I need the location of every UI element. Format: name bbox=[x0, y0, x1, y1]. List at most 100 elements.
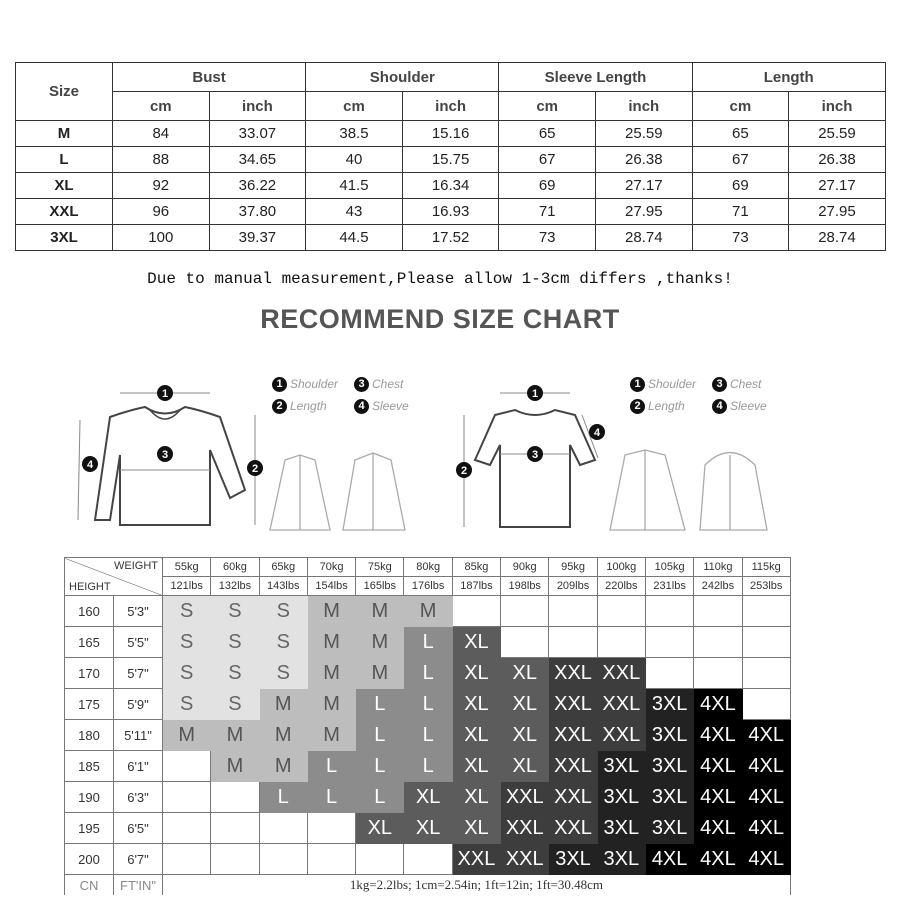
weight-kg-header: 115kg bbox=[741, 557, 791, 577]
weight-lbs-header: 165lbs bbox=[355, 576, 405, 596]
weight-lbs-header: 154lbs bbox=[306, 576, 357, 596]
value-cell: 65 bbox=[498, 120, 596, 147]
size-cell: XXL bbox=[451, 843, 502, 875]
unit-header: inch bbox=[401, 91, 500, 121]
grid-row: 200 6'7" XXL XXL 3XL 3XL 4XL 4XL 4XL bbox=[64, 843, 791, 875]
value-cell: 44.5 bbox=[305, 224, 403, 251]
size-cell: 4XL bbox=[741, 781, 791, 813]
svg-text:2: 2 bbox=[461, 465, 467, 477]
weight-kg-header: 100kg bbox=[596, 557, 646, 577]
weight-lbs-header: 176lbs bbox=[403, 576, 453, 596]
legend-tshirt: 1 Shoulder 3 Chest 2 Length 4 Sleeve bbox=[630, 373, 810, 417]
height-cm: 195 bbox=[64, 812, 114, 844]
size-cell: XXL bbox=[548, 750, 598, 782]
size-cell: XL bbox=[451, 719, 502, 751]
size-cell: S bbox=[258, 626, 308, 658]
weight-kg-header: 80kg bbox=[403, 557, 453, 577]
grid-row: 165 5'5" S S S M M L XL bbox=[64, 626, 791, 658]
size-cell bbox=[451, 595, 502, 627]
size-cell bbox=[644, 657, 695, 689]
value-cell: 38.5 bbox=[305, 120, 403, 147]
long-sleeve-diagram: 1 2 3 4 bbox=[77, 385, 263, 526]
size-cell: XXL bbox=[548, 719, 598, 751]
size-cell: XL bbox=[500, 688, 550, 720]
size-cell bbox=[161, 781, 212, 813]
shoulder-header: Shoulder bbox=[305, 62, 500, 92]
size-cell: L bbox=[403, 750, 453, 782]
size-cell: L bbox=[15, 146, 113, 173]
value-cell: 73 bbox=[691, 224, 790, 251]
weight-kg-header: 75kg bbox=[355, 557, 405, 577]
size-cell bbox=[161, 750, 212, 782]
svg-text:1: 1 bbox=[162, 388, 168, 400]
size-cell bbox=[644, 626, 695, 658]
table-row: 3XL 100 39.37 44.5 17.52 73 28.74 73 28.74 bbox=[15, 224, 886, 251]
value-cell: 36.22 bbox=[208, 172, 307, 199]
height-cm: 200 bbox=[64, 843, 114, 875]
value-cell: 43 bbox=[305, 198, 403, 225]
size-cell: L bbox=[355, 688, 405, 720]
size-cell bbox=[596, 626, 646, 658]
size-cell bbox=[693, 595, 743, 627]
svg-text:3: 3 bbox=[532, 449, 538, 461]
value-cell: 67 bbox=[691, 146, 790, 173]
size-cell: 3XL bbox=[596, 843, 646, 875]
value-cell: 26.38 bbox=[788, 146, 886, 173]
size-cell: 4XL bbox=[693, 750, 743, 782]
value-cell: 88 bbox=[112, 146, 210, 173]
svg-text:1: 1 bbox=[532, 388, 538, 400]
unit-header: cm bbox=[112, 91, 210, 121]
length-header: Length bbox=[691, 62, 886, 92]
recommend-title: RECOMMEND SIZE CHART bbox=[260, 304, 620, 334]
size-cell bbox=[210, 812, 260, 844]
size-cell: XXL bbox=[548, 688, 598, 720]
size-cell: M bbox=[355, 626, 405, 658]
value-cell: 71 bbox=[691, 198, 790, 225]
value-cell: 16.93 bbox=[401, 198, 500, 225]
weight-lbs-header: 253lbs bbox=[741, 576, 791, 596]
value-cell: 100 bbox=[112, 224, 210, 251]
value-cell: 71 bbox=[498, 198, 596, 225]
measure-number-icons: 1 2 3 4 bbox=[82, 385, 263, 476]
size-cell bbox=[500, 626, 550, 658]
size-cell: 4XL bbox=[741, 812, 791, 844]
size-cell: 3XL bbox=[596, 781, 646, 813]
size-cell: XL bbox=[355, 812, 405, 844]
size-cell: L bbox=[403, 719, 453, 751]
size-cell: 3XL bbox=[596, 812, 646, 844]
size-cell bbox=[741, 595, 791, 627]
size-cell: 4XL bbox=[741, 843, 791, 875]
size-cell: 4XL bbox=[741, 750, 791, 782]
height-cm: 190 bbox=[64, 781, 114, 813]
table-row: XL 92 36.22 41.5 16.34 69 27.17 69 27.17 bbox=[15, 172, 886, 199]
size-cell: M bbox=[210, 719, 260, 751]
value-cell: 27.95 bbox=[594, 198, 693, 225]
height-ftin: 6'5" bbox=[113, 812, 163, 844]
grid-row: 170 5'7" S S S M M L XL XL XXL XXL bbox=[64, 657, 791, 689]
grid-row: 160 5'3" S S S M M M bbox=[64, 595, 791, 627]
weight-lbs-header: 198lbs bbox=[500, 576, 550, 596]
value-cell: 39.37 bbox=[208, 224, 307, 251]
size-cell: XL bbox=[15, 172, 113, 199]
size-cell bbox=[693, 657, 743, 689]
size-cell bbox=[500, 595, 550, 627]
value-cell: 69 bbox=[498, 172, 596, 199]
size-cell: XL bbox=[451, 657, 502, 689]
bust-header: Bust bbox=[111, 62, 307, 92]
size-cell: M bbox=[210, 750, 260, 782]
size-cell: M bbox=[258, 750, 308, 782]
size-cell: L bbox=[355, 719, 405, 751]
size-cell: L bbox=[258, 781, 308, 813]
size-cell: XL bbox=[451, 750, 502, 782]
size-cell: M bbox=[306, 626, 357, 658]
weight-kg-header: 90kg bbox=[500, 557, 550, 577]
size-cell: XL bbox=[451, 688, 502, 720]
size-cell: S bbox=[161, 657, 212, 689]
unit-header: inch bbox=[594, 91, 693, 121]
size-cell: S bbox=[161, 595, 212, 627]
weight-lbs-header: 132lbs bbox=[210, 576, 260, 596]
value-cell: 34.65 bbox=[208, 146, 307, 173]
size-header: Size bbox=[15, 62, 113, 121]
size-cell: S bbox=[210, 688, 260, 720]
height-ftin: 6'7" bbox=[113, 843, 163, 875]
